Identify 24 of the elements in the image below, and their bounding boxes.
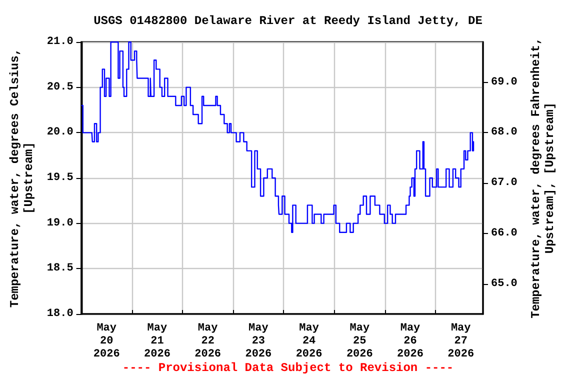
chart-title: USGS 01482800 Delaware River at Reedy Island Jetty, DE — [94, 14, 482, 28]
y2-tick-label: 68.0 — [491, 126, 518, 139]
y-tick-label: 18.0 — [46, 308, 74, 320]
y-axis-title: Temperature, water, degrees Celsius, [Upstream] — [8, 48, 36, 308]
y-tick-label: 18.5 — [46, 262, 74, 275]
x-tick-label: May 26 2026 — [397, 322, 424, 360]
x-tick-label: May 24 2026 — [296, 322, 322, 360]
y2-tick-label: 67.0 — [491, 177, 518, 190]
y-tick-label: 19.0 — [46, 217, 74, 230]
x-tick-label: May 21 2026 — [144, 322, 170, 360]
x-tick-label: May 25 2026 — [346, 322, 373, 360]
y2-tick-label: 66.0 — [491, 227, 518, 240]
y-tick-label: 20.0 — [46, 126, 74, 139]
y2-tick-label: 65.0 — [491, 278, 518, 290]
text: ---- Provisional Data Subject to Revision ---- — [122, 361, 454, 375]
x-tick-label: May 20 2026 — [93, 322, 120, 360]
x-tick-label: May 27 2026 — [448, 322, 474, 360]
x-tick-label: May 23 2026 — [245, 322, 272, 360]
y-tick-label: 21.0 — [46, 36, 74, 48]
y2-axis-title: Temperature, water, degrees Fahrenheit, Upstream], [Upstream] — [529, 38, 557, 318]
y-tick-label: 20.5 — [46, 81, 74, 94]
y-tick-label: 19.5 — [46, 172, 74, 184]
y2-tick-label: 69.0 — [491, 76, 518, 88]
x-tick-label: May 22 2026 — [194, 322, 222, 360]
